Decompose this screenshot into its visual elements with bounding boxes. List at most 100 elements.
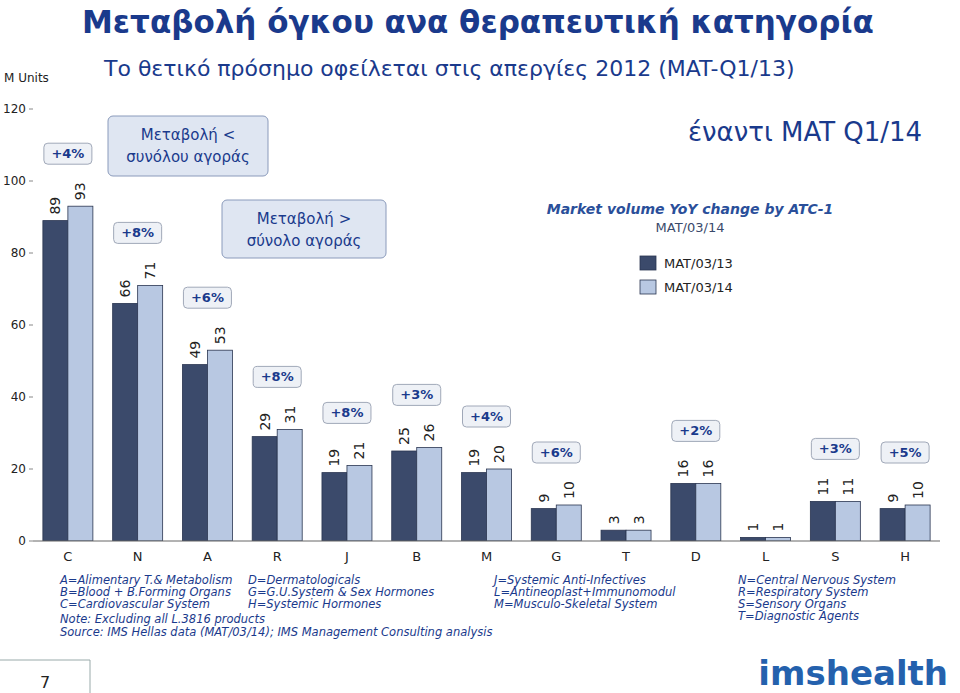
y-tick [29,397,33,398]
x-tick-label: L [762,549,770,564]
bar [487,469,512,541]
y-tick [29,469,33,470]
data-label: 66 [117,279,133,297]
bar [810,501,835,541]
callout-text: Μεταβολή < [141,126,235,144]
x-axis [33,541,940,542]
data-label: 11 [815,478,831,496]
data-label: 49 [187,341,203,359]
change-box [323,402,371,423]
bar [252,437,277,541]
bar [531,509,556,541]
bar [182,365,207,541]
data-label: 31 [282,406,298,424]
bar [417,447,442,541]
change-label: +2% [679,423,712,438]
data-label: 16 [675,459,691,477]
change-label: +3% [819,441,852,456]
subtitle: Το θετικό πρόσημο οφείλεται στις απεργίε… [103,56,795,81]
bar [138,285,163,541]
bar [347,465,372,541]
y-tick [29,253,33,254]
bar [113,303,138,541]
y-tick-label: 100 [3,174,26,188]
data-label: 26 [421,423,437,441]
data-label: 1 [745,522,761,531]
y-tick-label: 60 [11,318,26,332]
legend-label: MAT/03/14 [664,280,733,295]
bar [207,350,232,541]
data-label: 89 [47,197,63,215]
y-tick-label: 0 [18,534,26,548]
title: Μεταβολή όγκου ανα θεραπευτική κατηγορία [82,4,874,40]
data-label: 21 [351,442,367,460]
change-box [463,406,511,427]
data-label: 29 [257,413,273,431]
y-tick-label: 120 [3,102,26,116]
bar [556,505,581,541]
data-label: 1 [770,522,786,531]
bar [462,473,487,541]
change-label: +8% [330,405,363,420]
x-tick-label: R [273,549,282,564]
data-label: 93 [72,182,88,200]
bar [322,473,347,541]
change-label: +3% [400,387,433,402]
x-tick-label: G [551,549,561,564]
data-label: 53 [212,326,228,344]
change-label: +6% [540,445,573,460]
change-label: +8% [121,225,154,240]
y-axis-label: M Units [4,71,49,85]
frame-line [90,660,91,693]
frame-line [0,660,90,661]
data-label: 16 [700,459,716,477]
change-label: +5% [889,445,922,460]
callout-text: συνόλου αγοράς [126,148,249,166]
bars [43,206,930,541]
bar [880,509,905,541]
callout-text: Μεταβολή > [257,210,351,228]
x-tick-label: M [481,549,492,564]
data-label: 10 [561,481,577,499]
x-tick-label: N [133,549,143,564]
legend-swatch [640,256,656,270]
bar [696,483,721,541]
legend-label: MAT/03/13 [664,256,733,271]
x-tick-label: H [900,549,910,564]
chart: Μεταβολή όγκου ανα θεραπευτική κατηγορία… [0,0,960,693]
y-tick [29,541,33,542]
x-tick-label: A [203,549,212,564]
callout-box [108,116,268,176]
y-tick [29,181,33,182]
data-label: 3 [606,515,622,524]
change-box [393,384,441,405]
change-box [532,442,580,463]
y-tick-label: 20 [11,462,26,476]
data-label: 71 [142,262,158,280]
data-label: 3 [631,515,647,524]
data-label: 9 [885,494,901,503]
change-box [672,420,720,441]
data-label: 11 [840,478,856,496]
logo: imshealth [758,653,948,693]
x-tick-label: J [344,549,349,564]
y-tick [29,325,33,326]
data-label: 10 [910,481,926,499]
change-label: +4% [51,146,84,161]
page-number: 7 [40,673,50,692]
abbreviation: H=Systemic Hormones [248,597,381,611]
change-label: +6% [191,290,224,305]
source: Source: IMS Hellas data (MAT/03/14); IMS… [60,625,492,639]
change-box [881,442,929,463]
change-box [253,366,301,387]
change-label: +4% [470,409,503,424]
change-box [811,438,859,459]
y-tick [29,109,33,110]
abbreviation: T=Diagnostic Agents [738,609,859,623]
data-label: 9 [536,494,552,503]
change-box [183,287,231,308]
data-label: 19 [326,449,342,467]
bar [277,429,302,541]
data-label: 20 [491,445,507,463]
annotation: έναντι MAT Q1/14 [688,117,922,147]
